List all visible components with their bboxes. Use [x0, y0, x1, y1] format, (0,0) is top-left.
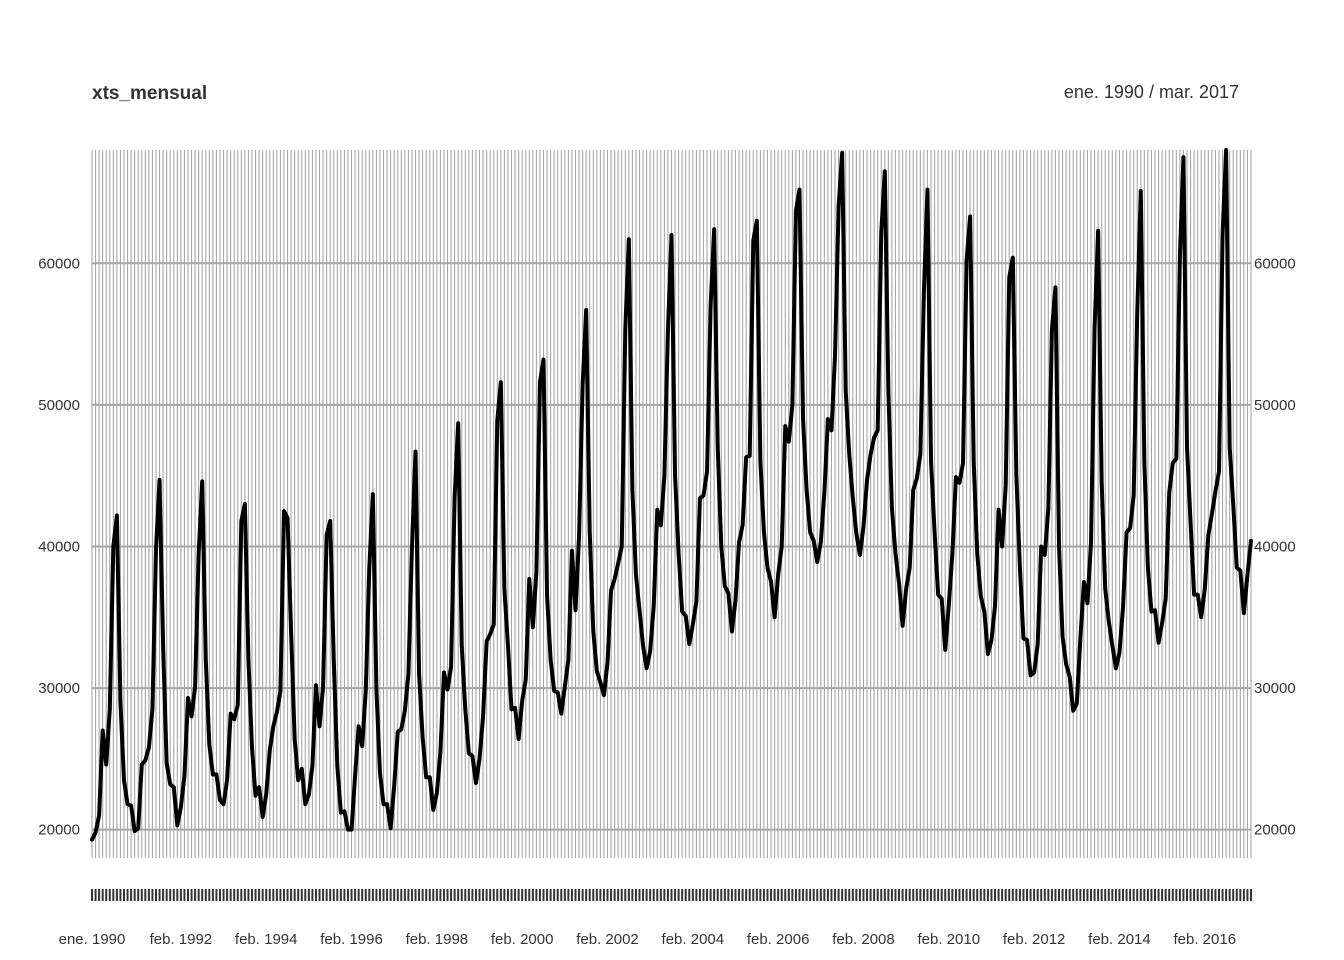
x-axis-tick-marks [91, 889, 1252, 901]
y-tick-label-right: 40000 [1254, 538, 1296, 555]
y-tick-label-right: 50000 [1254, 397, 1296, 414]
x-tick-label: feb. 1998 [406, 931, 469, 948]
y-tick-label-right: 30000 [1254, 680, 1296, 697]
x-tick-label: feb. 1994 [235, 931, 298, 948]
y-tick-label-right: 20000 [1254, 822, 1296, 839]
y-tick-label: 60000 [38, 255, 80, 272]
x-tick-label: feb. 2008 [832, 931, 895, 948]
y-axis-left: 20000 30000 40000 50000 60000 [38, 255, 80, 838]
y-tick-label-right: 60000 [1254, 255, 1296, 272]
chart-title: xts_mensual [92, 83, 207, 104]
vertical-grid [91, 150, 1252, 858]
x-tick-label: feb. 2014 [1088, 931, 1151, 948]
x-tick-label: feb. 2004 [662, 931, 725, 948]
x-tick-label: feb. 2000 [491, 931, 554, 948]
x-tick-label: feb. 1992 [150, 931, 213, 948]
x-tick-label: feb. 2016 [1173, 931, 1236, 948]
x-tick-label: feb. 2006 [747, 931, 810, 948]
x-tick-label: feb. 1996 [320, 931, 383, 948]
date-range-label: ene. 1990 / mar. 2017 [1064, 82, 1239, 102]
x-tick-label: feb. 2012 [1003, 931, 1066, 948]
y-tick-label: 40000 [38, 538, 80, 555]
y-tick-label: 20000 [38, 822, 80, 839]
series-line [90, 148, 1253, 842]
y-axis-right: 20000 30000 40000 50000 60000 [1254, 255, 1296, 838]
x-tick-label: ene. 1990 [59, 931, 126, 948]
y-tick-label: 50000 [38, 397, 80, 414]
x-tick-label: feb. 2010 [918, 931, 981, 948]
x-tick-label: feb. 2002 [576, 931, 639, 948]
y-tick-label: 30000 [38, 680, 80, 697]
x-axis: ene. 1990 feb. 1992 feb. 1994 feb. 1996 feb.… [59, 931, 1236, 948]
